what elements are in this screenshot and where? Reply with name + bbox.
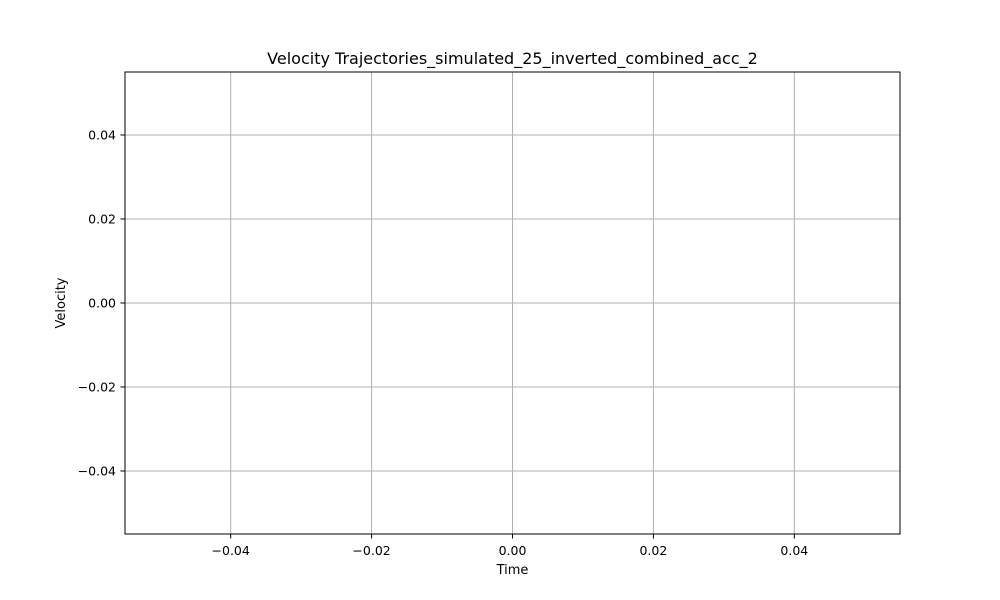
x-axis-ticks: −0.04 −0.02 0.00 0.02 0.04 bbox=[212, 534, 808, 558]
x-tick-label: −0.04 bbox=[212, 543, 250, 558]
x-axis-label: Time bbox=[496, 563, 529, 578]
y-axis-ticks: 0.04 0.02 0.00 −0.02 −0.04 bbox=[78, 128, 125, 479]
x-tick-label: 0.00 bbox=[499, 543, 527, 558]
y-tick-label: 0.04 bbox=[88, 128, 116, 143]
x-tick-label: −0.02 bbox=[352, 543, 390, 558]
y-axis-label: Velocity bbox=[54, 277, 69, 328]
y-tick-label: −0.02 bbox=[78, 380, 116, 395]
y-tick-label: 0.02 bbox=[88, 212, 116, 227]
y-tick-label: 0.00 bbox=[88, 296, 116, 311]
x-tick-label: 0.02 bbox=[639, 543, 667, 558]
grid-lines bbox=[125, 72, 900, 534]
y-tick-label: −0.04 bbox=[78, 464, 116, 479]
chart-title: Velocity Trajectories_simulated_25_inver… bbox=[267, 49, 758, 69]
x-tick-label: 0.04 bbox=[780, 543, 808, 558]
